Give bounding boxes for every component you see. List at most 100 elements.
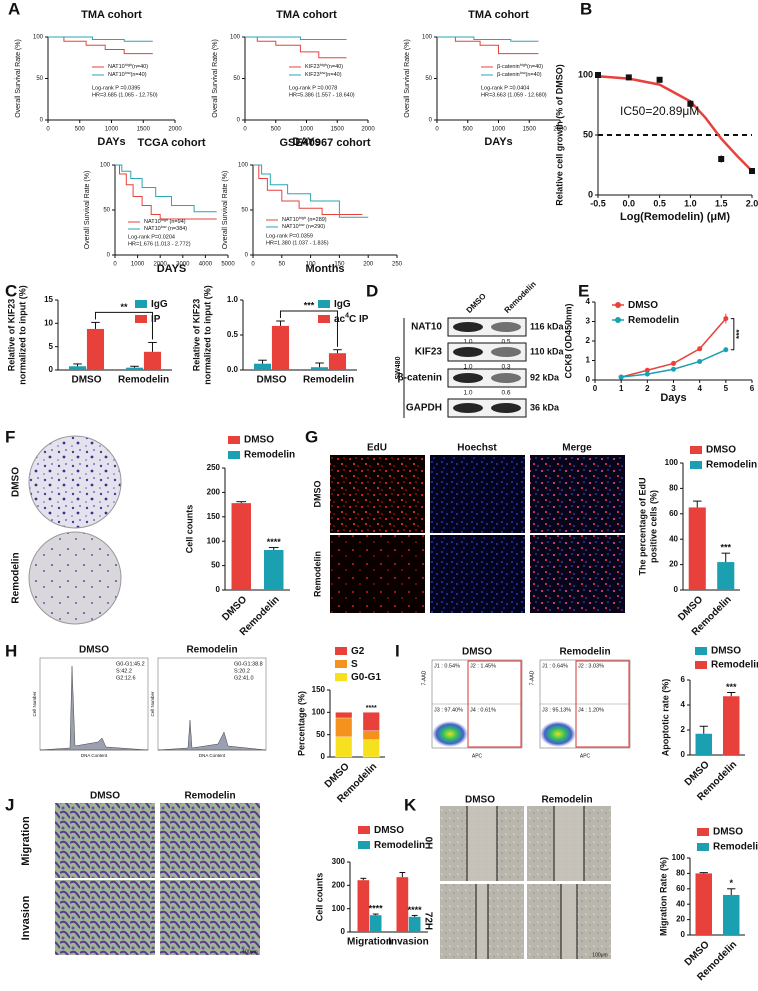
x-tick-label: 250 [392, 262, 403, 268]
annotation: HR=3.685 (1.065 - 12.750) [92, 92, 158, 98]
bar [68, 366, 87, 370]
y-axis-label: Relative of KIF23 [6, 299, 16, 372]
y-tick-label: 150 [207, 512, 221, 521]
x-tick-label: 50 [278, 262, 285, 268]
bar-segment [335, 717, 353, 737]
y-tick-label: 40 [676, 899, 685, 908]
y-tick-label: 80 [669, 484, 678, 493]
legend-label: Remodelin [628, 315, 679, 326]
data-point [595, 72, 601, 78]
y-tick-label: 100 [230, 35, 241, 41]
legend-swatch [358, 826, 370, 834]
legend-swatch [695, 647, 707, 655]
x-tick-label: 1.0 [684, 198, 697, 208]
wound-gap [476, 884, 488, 959]
panel-label: G [305, 427, 318, 446]
chart-title: TMA cohort [468, 9, 529, 21]
y-axis-label: Cell counts [314, 873, 324, 922]
y-tick-label: 0 [216, 585, 221, 594]
phase-stat: G0-G1:38.8 [234, 661, 263, 667]
data-point [644, 371, 650, 377]
y-tick-label: 200 [207, 488, 221, 497]
y-tick-label: 0 [237, 118, 241, 124]
blot-size: 116 kDa [530, 321, 565, 331]
bar [125, 367, 144, 370]
y-tick-label: 80 [676, 869, 685, 878]
legend-label-part: β-catenin [497, 72, 520, 78]
y-tick-label: 2 [681, 725, 686, 734]
blot-band [453, 373, 483, 383]
chart-title: TCGA cohort [137, 137, 205, 149]
y-tick-label: 60 [669, 509, 678, 518]
y-tick-label: 50 [36, 76, 43, 82]
legend-label-part: (n=40) [527, 64, 543, 70]
legend-label: NAT10low (n=290) [282, 223, 325, 230]
annotation: Log-rank P=0.0359 [266, 233, 313, 239]
x-tick-label: -0.5 [590, 198, 606, 208]
panel-label: K [404, 795, 417, 814]
legend-swatch [335, 660, 347, 668]
wound-gap [467, 806, 497, 881]
x-tick-label: 1000 [105, 127, 119, 133]
panel-label: I [395, 641, 400, 660]
histogram [157, 719, 267, 751]
legend-label: ac4C IP [334, 312, 369, 324]
legend-swatch [690, 461, 702, 469]
plot-x-label: APC [580, 753, 591, 759]
y-axis-label: normalized to input (%) [17, 285, 27, 385]
y-tick-label: 100 [672, 853, 686, 862]
y-tick-label: 250 [207, 463, 221, 472]
plot-y-label: 7-AAD [421, 670, 427, 685]
micrograph [530, 535, 625, 613]
y-tick-label: 50 [211, 561, 220, 570]
survival-curve [245, 36, 347, 59]
data-point [718, 156, 725, 162]
x-tick-label: 6 [750, 384, 755, 393]
y-tick-label: 100 [332, 904, 346, 913]
x-axis-label: DAYs [484, 136, 512, 148]
bar [271, 325, 290, 370]
x-axis-label: Months [305, 263, 344, 275]
panel-label: H [5, 641, 17, 660]
x-tick-label: 1000 [300, 127, 314, 133]
micrograph [160, 803, 260, 878]
bar [408, 916, 421, 932]
legend-label: Remodelin [711, 660, 758, 671]
significance: **** [369, 903, 384, 913]
data-point [687, 100, 694, 107]
x-tick-label: 200 [363, 262, 374, 268]
bar [264, 549, 284, 590]
y-tick-label: 50 [425, 76, 432, 82]
legend-label-part: KIF23 [305, 72, 320, 78]
x-axis-label: DAYs [292, 136, 320, 148]
legend-label-part: (n=40) [132, 64, 148, 70]
significance-bracket [730, 318, 735, 351]
gate-label: J3 : 97.40% [434, 707, 463, 713]
scale-bar-label: 100μm [242, 949, 257, 955]
bar [253, 363, 272, 370]
bar [143, 351, 162, 370]
gate-label: J1 : 0.54% [434, 663, 460, 669]
y-tick-label: 50 [103, 208, 110, 214]
x-tick-label: Remodelin [303, 375, 354, 386]
y-axis-label: Relative of KIF23 [191, 299, 201, 372]
blot-ratio: 1.0 [463, 364, 472, 371]
phase-stat: G2:12.6 [116, 675, 136, 681]
x-tick-label: 2000 [168, 127, 182, 133]
legend-swatch [335, 673, 347, 681]
legend-label-part: high [320, 63, 327, 67]
bar [396, 877, 409, 932]
x-tick-label: 2.0 [746, 198, 758, 208]
y-tick-label: 100 [312, 707, 326, 716]
blot-column: DMSO [465, 292, 488, 315]
blot-cell-line: SW480 [395, 356, 402, 379]
data-point [697, 358, 703, 364]
y-tick-label: 10 [44, 318, 53, 327]
x-tick-label: 1500 [331, 127, 345, 133]
x-tick-label: 0 [593, 384, 598, 393]
micrograph [530, 455, 625, 533]
y-tick-label: 0 [681, 930, 686, 939]
significance: ** [120, 302, 128, 312]
y-axis-label: CCK8 (OD450nm) [563, 303, 573, 378]
gate-label: J3 : 95.13% [542, 707, 571, 713]
